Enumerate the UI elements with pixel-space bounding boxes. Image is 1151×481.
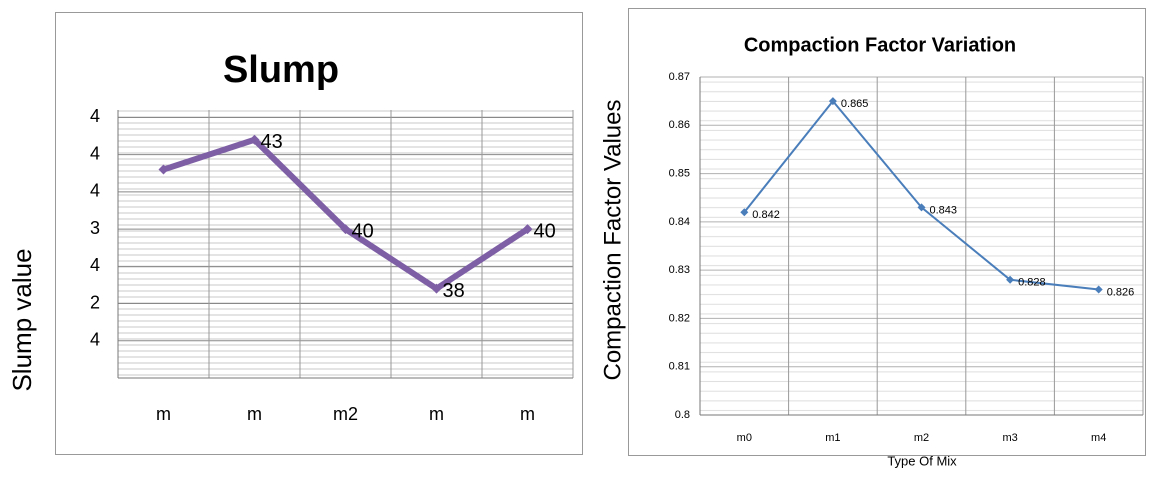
y-tick-label: 0.87: [669, 71, 690, 83]
y-tick-label: 0.8: [675, 409, 690, 421]
y-tick-label: 3: [90, 218, 100, 238]
y-tick-label: 0.83: [669, 264, 690, 276]
y-tick-label: 2: [90, 292, 100, 312]
chart-frame: [55, 12, 583, 455]
y-tick-label: 0.84: [669, 216, 690, 228]
marker: [917, 203, 926, 212]
data-label: 38: [443, 280, 465, 302]
x-tick-label: m0: [737, 432, 752, 444]
x-tick-label: m: [156, 404, 171, 424]
x-tick-label: m: [520, 404, 535, 424]
y-tick-label: 0.85: [669, 167, 690, 179]
y-tick-label: 4: [90, 143, 100, 163]
marker: [522, 224, 533, 235]
x-tick-label: m4: [1091, 432, 1106, 444]
chart-title: Compaction Factor Variation: [744, 34, 1016, 56]
marker: [431, 283, 442, 294]
x-tick-label: m1: [825, 432, 840, 444]
x-tick-label: m3: [1002, 432, 1017, 444]
marker: [828, 97, 837, 106]
data-label: 40: [352, 220, 374, 242]
y-axis-label: Compaction Factor Values: [599, 99, 626, 380]
x-tick-label: m: [429, 404, 444, 424]
y-tick-label: 0.86: [669, 119, 690, 131]
marker: [249, 134, 260, 145]
x-tick-label: m2: [914, 432, 929, 444]
marker: [340, 224, 351, 235]
chart-frame: [628, 8, 1146, 456]
minor-grid: [700, 77, 1143, 415]
x-tick-label: m2: [333, 404, 358, 424]
marker: [1094, 285, 1103, 294]
marker: [1006, 275, 1015, 284]
data-label: 43: [261, 131, 283, 153]
data-label: 40: [534, 220, 556, 242]
data-label: 0.865: [841, 98, 869, 110]
y-tick-label: 4: [90, 330, 100, 350]
data-label: 0.842: [752, 209, 780, 221]
marker: [158, 164, 169, 175]
y-axis-label: Slump value: [7, 248, 37, 391]
y-tick-label: 4: [90, 255, 100, 275]
y-tick-label: 0.82: [669, 312, 690, 324]
chart-title: Slump: [223, 49, 339, 91]
data-label: 0.828: [1018, 277, 1046, 289]
y-tick-label: 4: [90, 106, 100, 126]
marker: [740, 208, 749, 217]
data-label: 0.826: [1107, 286, 1135, 298]
y-tick-label: 0.81: [669, 361, 690, 373]
y-tick-label: 4: [90, 181, 100, 201]
x-axis-label: Type Of Mix: [887, 453, 957, 468]
x-tick-label: m: [247, 404, 262, 424]
data-label: 0.843: [930, 204, 958, 216]
